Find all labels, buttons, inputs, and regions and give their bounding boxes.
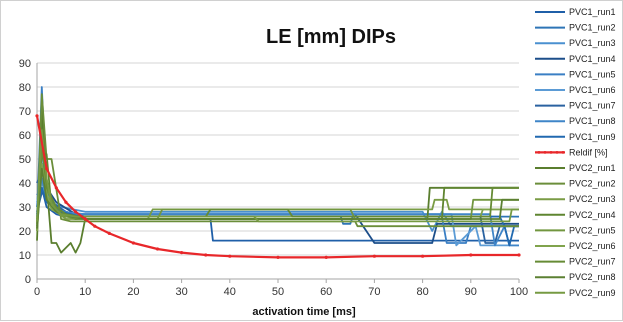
legend-marker <box>555 151 559 154</box>
reldif-point <box>131 241 135 245</box>
y-tick-label: 70 <box>19 106 31 118</box>
series-line-pvc1-run3 <box>36 189 519 232</box>
legend-label: PVC1_run8 <box>569 116 616 126</box>
legend-label: PVC2_run8 <box>569 272 616 282</box>
x-axis-label: activation time [ms] <box>252 306 356 318</box>
legend-label: PVC1_run6 <box>569 85 616 95</box>
series-line-pvc2-run4 <box>36 153 519 227</box>
reldif-point <box>276 255 280 259</box>
y-tick-label: 30 <box>19 202 31 214</box>
reldif-point <box>93 224 97 228</box>
x-tick-label: 100 <box>510 286 528 298</box>
reldif-point <box>45 167 49 171</box>
y-tick-labels: 0 10 20 30 40 50 60 70 80 90 <box>19 58 31 286</box>
legend-marker <box>561 151 565 154</box>
legend-label: PVC2_run4 <box>569 210 616 220</box>
reldif-point <box>73 210 78 214</box>
reldif-point <box>83 217 87 221</box>
reldif-point <box>324 255 328 259</box>
y-tick-label: 20 <box>19 226 31 238</box>
legend-label: PVC2_run9 <box>569 288 616 298</box>
x-tick-label: 20 <box>127 286 139 298</box>
y-tick-label: 80 <box>19 82 31 94</box>
reldif-point <box>469 253 473 257</box>
x-tick-label: 90 <box>465 286 477 298</box>
y-tick-label: 0 <box>25 274 31 286</box>
x-tick-label: 50 <box>272 286 284 298</box>
legend-label: PVC1_run9 <box>569 132 616 142</box>
legend-label: Reldif [%] <box>569 147 608 157</box>
reldif-point <box>517 253 521 257</box>
x-tick-label: 40 <box>224 286 236 298</box>
series-line-reldif <box>35 115 519 259</box>
grid-lines <box>37 62 519 280</box>
legend-label: PVC1_run1 <box>569 7 616 17</box>
series-line-pvc2-run2 <box>36 93 519 232</box>
x-tick-labels: 0 10 20 30 40 50 60 70 80 90 100 <box>34 286 528 298</box>
reldif-point <box>54 186 58 190</box>
series-lines <box>35 86 521 259</box>
x-tick-label: 80 <box>416 286 428 298</box>
y-tick-label: 90 <box>19 58 31 70</box>
reldif-point <box>107 231 111 235</box>
legend-marker <box>543 151 547 154</box>
reldif-point <box>421 254 425 258</box>
legend-label: PVC2_run5 <box>569 225 616 235</box>
y-tick-label: 40 <box>19 178 31 190</box>
y-tick-label: 50 <box>19 154 31 166</box>
x-tick-label: 30 <box>175 286 187 298</box>
legend-label: PVC1_run3 <box>569 38 616 48</box>
chart-title: LE [mm] DIPs <box>266 26 396 48</box>
reldif-point <box>180 251 184 255</box>
y-tick-label: 10 <box>19 250 31 262</box>
legend-label: PVC1_run2 <box>569 23 616 33</box>
legend-label: PVC2_run2 <box>569 179 616 189</box>
legend-marker <box>537 151 541 154</box>
x-tick-label: 10 <box>79 286 91 298</box>
series-line-pvc2-run3 <box>36 134 519 220</box>
reldif-point <box>372 254 376 258</box>
axes <box>36 63 520 283</box>
legend: PVC1_run1 PVC1_run2 PVC1_run3 PVC1_run4 PVC1… <box>535 7 616 298</box>
legend-label: PVC2_run6 <box>569 241 616 251</box>
reldif-point <box>64 200 68 204</box>
series-line-pvc2-run8 <box>36 167 519 229</box>
reldif-point <box>35 114 39 118</box>
legend-label: PVC2_run3 <box>569 194 616 204</box>
reldif-point <box>228 254 232 258</box>
reldif-point <box>155 247 160 251</box>
legend-label: PVC1_run5 <box>569 69 616 79</box>
x-tick-label: 70 <box>368 286 380 298</box>
x-tick-label: 0 <box>34 286 40 298</box>
reldif-point <box>204 253 208 257</box>
x-tick-label: 60 <box>320 286 332 298</box>
series-line-pvc2-run9 <box>36 129 519 223</box>
legend-label: PVC2_run1 <box>569 163 616 173</box>
legend-label: PVC1_run4 <box>569 54 616 64</box>
legend-marker <box>549 151 553 154</box>
legend-label: PVC2_run7 <box>569 257 616 267</box>
legend-label: PVC1_run7 <box>569 101 616 111</box>
y-tick-label: 60 <box>19 130 31 142</box>
